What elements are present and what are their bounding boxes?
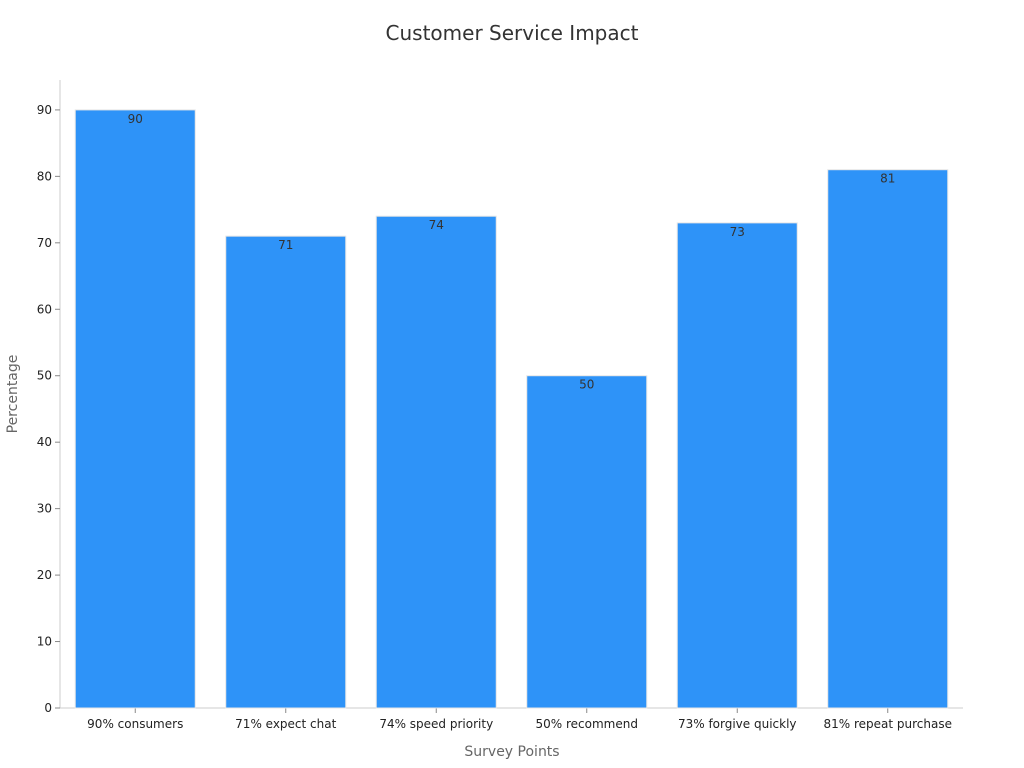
x-tick-label: 81% repeat purchase	[824, 717, 953, 731]
x-tick-label: 50% recommend	[536, 717, 638, 731]
y-axis: 0 10 20 30 40 50 60 70 80 90	[37, 80, 61, 715]
y-tick-label: 80	[37, 169, 52, 183]
data-label: 71	[278, 238, 293, 252]
bars-group	[74, 109, 949, 709]
bar	[827, 169, 949, 709]
x-axis: 90% consumers 71% expect chat 74% speed pr…	[60, 707, 963, 731]
y-tick-label: 50	[37, 369, 52, 383]
chart-title: Customer Service Impact	[386, 21, 639, 45]
y-axis-title: Percentage	[5, 355, 21, 434]
y-tick-label: 60	[37, 302, 52, 316]
y-tick-label: 20	[37, 568, 52, 582]
y-tick-label: 70	[37, 236, 52, 250]
x-tick-label: 71% expect chat	[235, 717, 336, 731]
data-label: 81	[880, 172, 895, 186]
data-label: 74	[429, 218, 444, 232]
x-tick-label: 90% consumers	[87, 717, 183, 731]
y-tick-label: 90	[37, 103, 52, 117]
data-label: 50	[579, 378, 594, 392]
x-tick-label: 73% forgive quickly	[678, 717, 797, 731]
data-label: 90	[128, 112, 143, 126]
bar	[526, 375, 648, 709]
y-tick-label: 40	[37, 435, 52, 449]
y-tick-label: 10	[37, 635, 52, 649]
bar	[375, 215, 497, 709]
x-tick-label: 74% speed priority	[379, 717, 493, 731]
bar	[74, 109, 196, 709]
data-labels-group: 90 71 74 50 73 81	[128, 112, 896, 392]
x-axis-title: Survey Points	[464, 744, 559, 760]
y-tick-label: 0	[44, 701, 52, 715]
bar	[676, 222, 798, 709]
bar	[225, 235, 347, 709]
data-label: 73	[730, 225, 745, 239]
y-tick-label: 30	[37, 502, 52, 516]
